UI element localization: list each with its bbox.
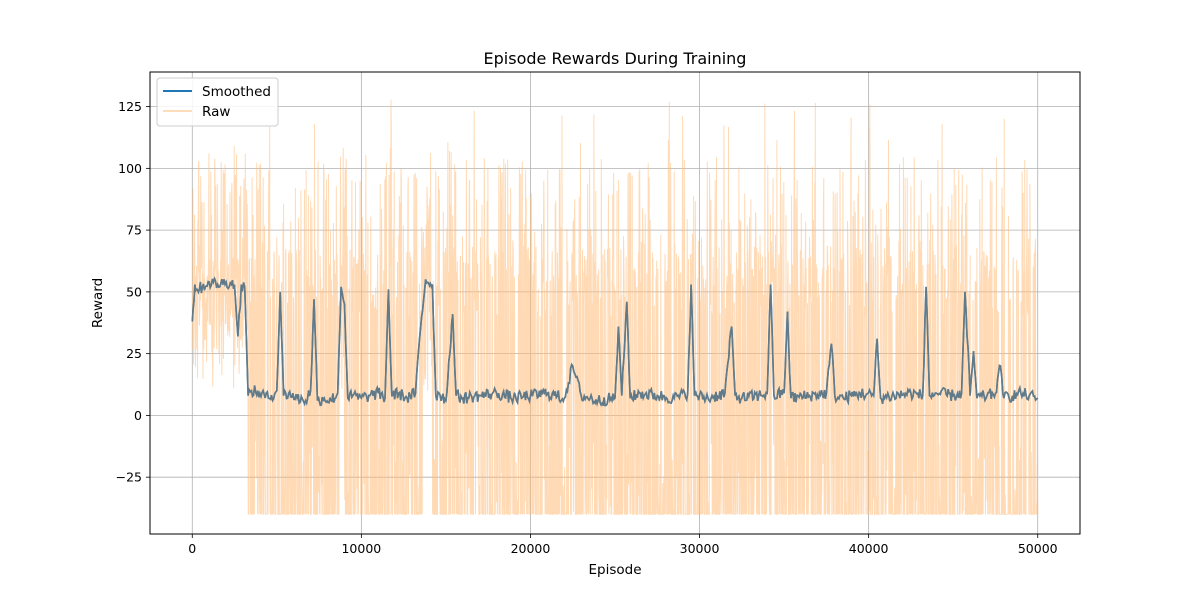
x-tick-label: 40000 [849,541,889,556]
y-tick-label: 75 [126,223,142,238]
x-tick-label: 0 [188,541,196,556]
legend-label-smoothed: Smoothed [202,84,271,100]
x-tick-label: 30000 [680,541,720,556]
smoothed-series [191,276,1039,407]
x-axis-label: Episode [588,562,641,578]
x-tick-label: 50000 [1018,541,1058,556]
y-tick-label: 100 [118,161,142,176]
x-tick-label: 10000 [341,541,381,556]
raw-series-line [191,99,1039,516]
y-tick-label: −25 [116,470,142,485]
y-axis-ticks: −25 0 25 50 75 100 125 [116,99,150,485]
x-axis-ticks: 0 10000 20000 30000 40000 50000 [188,534,1058,556]
smoothed-series-overlay [191,276,1039,407]
plot-frame [149,71,1081,535]
y-tick-label: 0 [134,408,142,423]
raw-series [191,99,1039,516]
y-tick-label: 125 [118,99,142,114]
legend-label-raw: Raw [202,104,230,120]
chart-title: Episode Rewards During Training [484,49,747,68]
y-tick-label: 25 [126,346,142,361]
y-tick-label: 50 [126,284,142,299]
y-axis-label: Reward [90,278,106,328]
x-tick-label: 20000 [511,541,551,556]
legend: Smoothed Raw [156,77,279,127]
